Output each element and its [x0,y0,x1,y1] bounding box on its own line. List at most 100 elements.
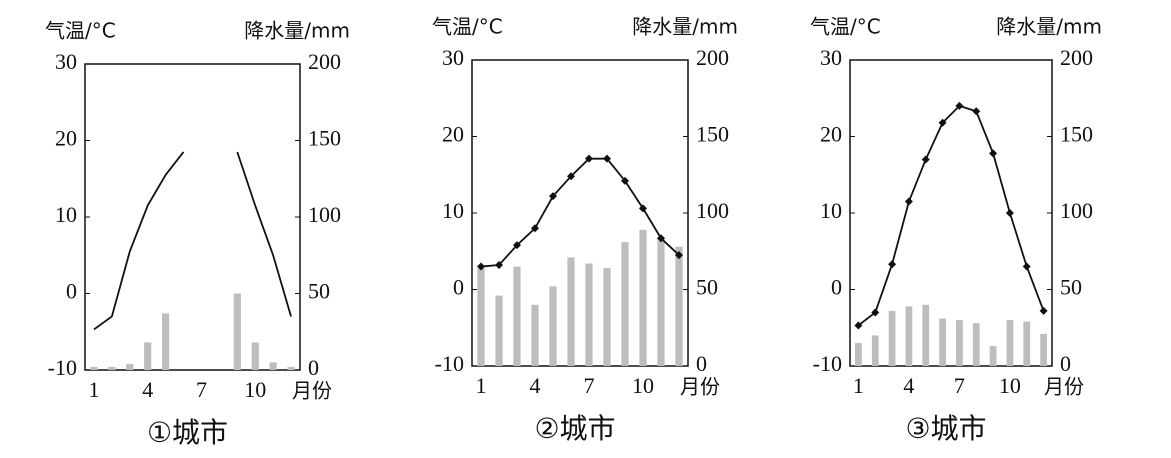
precip-bar [251,342,259,370]
precip-bar [922,304,930,366]
precip-bar [639,229,647,366]
precip-bar [585,263,593,366]
temp-marker [1022,262,1031,271]
precip-bar [989,346,997,366]
y2-tick-label: 0 [696,351,707,376]
y2-tick-label: 200 [1060,45,1093,70]
temp-marker [495,261,503,270]
y-tick-label: -10 [48,355,77,380]
temp-line [236,151,292,317]
temp-marker [871,308,880,317]
temp-marker [904,197,913,206]
chart-title: ②城市 [534,412,615,445]
y-axis-title: 气温/°C [45,19,116,43]
y2-tick-label: 0 [308,355,319,380]
temp-marker [531,224,539,233]
x-axis-title: 月份 [680,375,720,399]
y2-tick-label: 200 [308,49,341,74]
y2-tick-label: 100 [1060,198,1093,223]
precip-bar [477,268,485,366]
temp-marker [938,118,947,127]
precip-bar [657,237,665,366]
temp-marker [657,234,665,243]
x-tick-label: 4 [903,373,914,398]
y2-tick-label: 50 [1060,275,1082,300]
temp-marker [989,149,998,158]
temp-marker [549,192,557,201]
y2-axis-title: 降水量/mm [632,15,738,39]
precip-bar [1023,321,1031,366]
y2-tick-label: 50 [696,275,718,300]
y-axis-title: 气温/°C [810,15,881,39]
precip-bar [144,342,152,370]
y2-tick-label: 150 [696,122,729,147]
x-tick-label: 4 [530,373,541,398]
temp-marker [603,154,611,163]
precip-bar [531,304,539,366]
y-tick-label: 10 [820,198,842,223]
x-tick-label: 7 [954,373,965,398]
precip-bar [162,313,170,370]
x-tick-label: 7 [196,377,207,402]
temp-line [480,157,680,268]
temp-marker [972,107,981,116]
y-tick-label: -10 [435,351,464,376]
temp-marker [1005,209,1014,217]
x-tick-label: 7 [584,373,595,398]
x-tick-label: 10 [244,377,266,402]
temp-marker [513,241,521,250]
plot-frame [471,59,689,367]
y2-axis-title: 降水量/mm [244,19,350,43]
temp-marker [477,262,485,271]
precip-bar [495,295,503,366]
y2-tick-label: 0 [1060,351,1071,376]
precip-bar [603,268,611,366]
precip-bar [888,310,896,366]
x-tick-label: 1 [853,373,864,398]
y-tick-label: 20 [442,122,464,147]
precip-bar [233,293,241,370]
precip-bar [905,306,913,366]
precip-bar [675,246,683,366]
precip-bar [939,318,946,366]
temp-marker [567,172,575,181]
precip-bar [1040,333,1047,366]
y-tick-label: 30 [820,45,842,70]
x-axis-title: 月份 [1044,375,1084,399]
precip-bar [126,363,134,370]
y-axis-title: 气温/°C [432,15,503,39]
temp-line [93,151,185,331]
temp-marker [888,260,897,269]
x-tick-label: 4 [142,377,153,402]
x-axis-title: 月份 [292,379,332,403]
y-tick-label: 30 [442,45,464,70]
chart-title: ①城市 [147,416,228,449]
y-tick-label: 10 [55,202,77,227]
precip-bar [90,366,98,370]
y-tick-label: 0 [66,279,77,304]
chart-title: ③城市 [905,412,986,445]
temp-marker [639,204,647,213]
y2-tick-label: 150 [308,126,341,151]
precip-bar [871,335,879,366]
x-tick-label: 1 [88,377,99,402]
precip-bar [621,242,629,366]
y-tick-label: 0 [831,275,842,300]
precip-bar [567,257,575,366]
precip-bar [513,266,521,366]
x-tick-label: 1 [476,373,487,398]
y2-axis-title: 降水量/mm [996,15,1102,39]
temp-marker [921,155,930,164]
temp-line [857,104,1045,327]
y2-tick-label: 100 [308,202,341,227]
y-tick-label: 10 [442,198,464,223]
precip-bar [287,366,295,370]
y-tick-label: 20 [55,126,77,151]
y2-tick-label: 50 [308,279,330,304]
temp-marker [854,321,863,330]
x-tick-label: 10 [999,373,1021,398]
precip-bar [269,362,277,370]
plot-frame [849,59,1053,367]
precip-bar [108,366,116,370]
